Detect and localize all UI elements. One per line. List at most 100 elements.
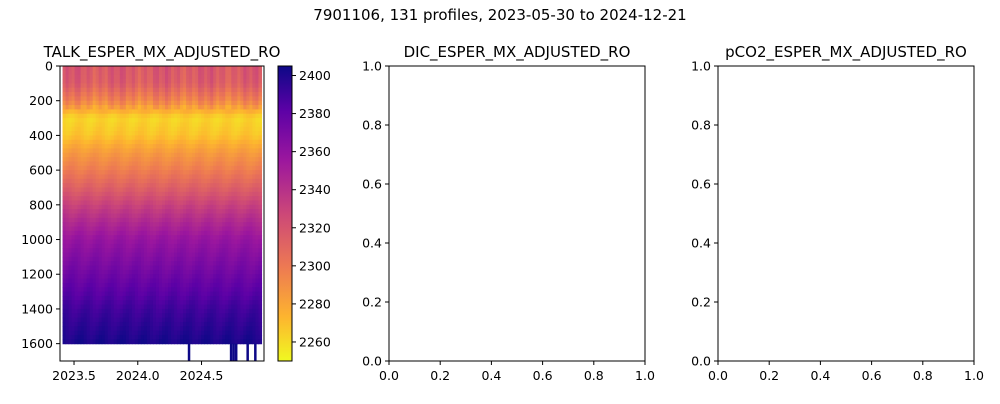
heatmap-cell (201, 74, 205, 80)
heatmap-cell (213, 278, 217, 284)
heatmap-cell (98, 300, 103, 306)
heatmap-cell (204, 291, 208, 297)
heatmap-cell (171, 261, 175, 267)
heatmap-cell (207, 243, 211, 249)
heatmap-cell (119, 295, 124, 301)
heatmap-cell (243, 248, 247, 254)
heatmap-cell (119, 261, 124, 267)
heatmap-cell (89, 187, 94, 193)
heatmap-cell (171, 217, 175, 223)
heatmap-cell (128, 74, 133, 80)
heatmap-cell (104, 105, 109, 110)
heatmap-cell (162, 152, 166, 158)
heatmap-cell (171, 196, 175, 202)
heatmap-cell (249, 230, 254, 236)
heatmap-cell (116, 170, 121, 176)
heatmap-cell (183, 278, 187, 284)
heatmap-cell (189, 295, 193, 301)
heatmap-cell (228, 74, 232, 80)
heatmap-cell (134, 87, 139, 93)
heatmap-cell (252, 217, 257, 223)
heatmap-cell (65, 204, 70, 210)
heatmap-cell (216, 243, 220, 249)
heatmap-cell (228, 334, 232, 340)
heatmap-cell (119, 126, 124, 132)
heatmap-cell (210, 300, 214, 306)
heatmap-cell (210, 87, 214, 93)
heatmap-cell (225, 330, 229, 336)
heatmap-cell (119, 330, 124, 336)
heatmap-cell (195, 235, 199, 241)
heatmap-cell (165, 157, 169, 163)
heatmap-cell (116, 187, 121, 193)
heatmap-cell (174, 191, 178, 197)
heatmap-cell (201, 70, 205, 76)
heatmap-cell (80, 70, 85, 76)
heatmap-cell (243, 269, 247, 275)
heatmap-cell (174, 148, 178, 154)
heatmap-cell (210, 144, 214, 150)
heatmap-cell (77, 243, 82, 249)
heatmap-cell (65, 243, 70, 249)
heatmap-cell (210, 191, 214, 197)
heatmap-cell (110, 152, 115, 158)
heatmap-cell (83, 174, 88, 180)
heatmap-cell (189, 178, 193, 184)
heatmap-cell (122, 217, 127, 223)
heatmap-cell (80, 330, 85, 336)
heatmap-cell (128, 256, 133, 262)
heatmap-cell (128, 152, 133, 158)
heatmap-cell (165, 204, 169, 210)
heatmap-cell (207, 165, 211, 171)
heatmap-cell (65, 321, 70, 327)
heatmap-cell (231, 304, 235, 310)
heatmap-cell (219, 282, 223, 288)
heatmap-cell (186, 321, 190, 327)
heatmap-cell (168, 131, 172, 137)
heatmap-cell (113, 313, 118, 319)
heatmap-cell (113, 200, 118, 206)
heatmap-cell (89, 204, 94, 210)
heatmap-cell (204, 222, 208, 228)
heatmap-cell (155, 165, 160, 171)
heatmap-cell (177, 187, 181, 193)
heatmap-cell (74, 100, 79, 106)
heatmap-cell (137, 269, 142, 275)
heatmap-cell (174, 248, 178, 254)
heatmap-cell (210, 209, 214, 215)
heatmap-cell (98, 161, 103, 167)
heatmap-cell (77, 321, 82, 327)
heatmap-cell (68, 291, 73, 297)
heatmap-cell (116, 226, 121, 232)
heatmap-cell (222, 152, 226, 158)
heatmap-cell (98, 70, 103, 76)
heatmap-cell (74, 256, 79, 262)
heatmap-cell (186, 248, 190, 254)
heatmap-cell (243, 126, 247, 132)
heatmap-cell (116, 313, 121, 319)
heatmap-cell (231, 226, 235, 232)
panel-dic-axes-frame (388, 65, 646, 362)
heatmap-cell (183, 92, 187, 97)
heatmap-cell (131, 304, 136, 310)
heatmap-cell (195, 265, 199, 271)
heatmap-cell (89, 135, 94, 141)
heatmap-cell (168, 139, 172, 145)
heatmap-cell (62, 183, 67, 189)
heatmap-cell (213, 87, 217, 93)
heatmap-cell (137, 92, 142, 97)
heatmap-cell (180, 126, 184, 132)
heatmap-cell (131, 144, 136, 150)
heatmap-cell (134, 113, 139, 119)
heatmap-cell (255, 291, 260, 297)
heatmap-cell (255, 144, 260, 150)
heatmap-cell (71, 165, 76, 171)
heatmap-cell (162, 222, 166, 228)
heatmap-cell (95, 326, 100, 332)
heatmap-cell (177, 70, 181, 76)
heatmap-cell (80, 287, 85, 293)
heatmap-cell (219, 339, 223, 345)
heatmap-cell (177, 339, 181, 345)
heatmap-cell (125, 330, 130, 336)
heatmap-cell (234, 139, 238, 145)
